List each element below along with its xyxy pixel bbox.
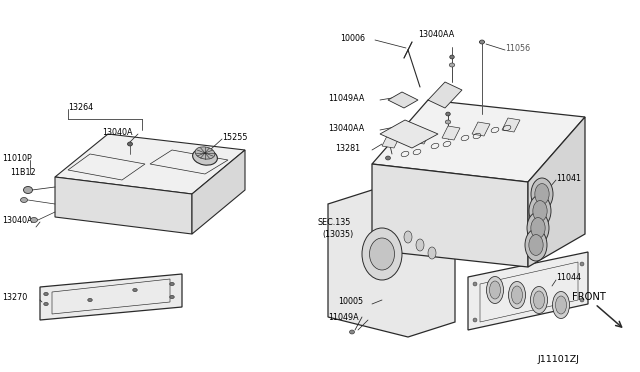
Polygon shape: [382, 134, 400, 148]
Polygon shape: [192, 150, 245, 234]
Text: 11049AA: 11049AA: [328, 93, 364, 103]
Text: SEC.135: SEC.135: [318, 218, 351, 227]
Ellipse shape: [362, 228, 402, 280]
Ellipse shape: [44, 302, 48, 306]
Ellipse shape: [529, 235, 543, 256]
Polygon shape: [55, 177, 192, 234]
Polygon shape: [388, 92, 418, 108]
Text: 13281: 13281: [335, 144, 360, 153]
Polygon shape: [468, 252, 588, 330]
Ellipse shape: [127, 142, 132, 146]
Text: 15255: 15255: [222, 132, 248, 141]
Ellipse shape: [531, 178, 553, 210]
Polygon shape: [502, 118, 520, 132]
Text: 13040AA: 13040AA: [328, 124, 364, 132]
Ellipse shape: [445, 112, 451, 116]
Ellipse shape: [529, 195, 551, 227]
Text: 13264: 13264: [68, 103, 93, 112]
Ellipse shape: [535, 184, 549, 204]
Ellipse shape: [404, 231, 412, 243]
Polygon shape: [442, 126, 460, 140]
Ellipse shape: [195, 147, 215, 159]
Ellipse shape: [445, 120, 451, 124]
Polygon shape: [472, 122, 490, 136]
Text: 10006: 10006: [340, 33, 365, 42]
Ellipse shape: [450, 55, 454, 59]
Text: 13270: 13270: [2, 294, 28, 302]
Ellipse shape: [580, 298, 584, 302]
Ellipse shape: [369, 238, 394, 270]
Ellipse shape: [449, 63, 455, 67]
Text: (13035): (13035): [322, 230, 353, 238]
Ellipse shape: [556, 296, 566, 314]
Polygon shape: [412, 130, 430, 144]
Text: 11B12: 11B12: [10, 167, 36, 176]
Text: FRONT: FRONT: [572, 292, 606, 302]
Text: 11044: 11044: [556, 273, 581, 282]
Polygon shape: [528, 117, 585, 267]
Ellipse shape: [349, 330, 355, 334]
Ellipse shape: [527, 212, 549, 244]
Ellipse shape: [533, 201, 547, 221]
Ellipse shape: [525, 229, 547, 261]
Ellipse shape: [170, 282, 174, 286]
Polygon shape: [380, 120, 438, 148]
Polygon shape: [372, 100, 585, 182]
Ellipse shape: [44, 292, 48, 296]
Ellipse shape: [486, 276, 504, 304]
Polygon shape: [55, 134, 245, 194]
Polygon shape: [40, 274, 182, 320]
Text: 11041: 11041: [556, 173, 581, 183]
Ellipse shape: [509, 282, 525, 308]
Text: 13040A: 13040A: [2, 215, 33, 224]
Ellipse shape: [511, 286, 522, 304]
Polygon shape: [372, 164, 528, 267]
Ellipse shape: [170, 295, 174, 299]
Ellipse shape: [31, 218, 38, 222]
Text: J11101ZJ: J11101ZJ: [538, 356, 580, 365]
Ellipse shape: [473, 318, 477, 322]
Ellipse shape: [385, 156, 390, 160]
Ellipse shape: [473, 282, 477, 286]
Ellipse shape: [580, 262, 584, 266]
Text: 10005: 10005: [338, 298, 363, 307]
Text: 11010P: 11010P: [2, 154, 32, 163]
Ellipse shape: [24, 186, 33, 193]
Ellipse shape: [531, 286, 547, 314]
Ellipse shape: [428, 247, 436, 259]
Text: 11049A: 11049A: [328, 314, 358, 323]
Ellipse shape: [88, 298, 92, 302]
Ellipse shape: [490, 281, 500, 299]
Text: 13040A: 13040A: [102, 128, 132, 137]
Ellipse shape: [534, 291, 545, 309]
Ellipse shape: [479, 40, 484, 44]
Ellipse shape: [132, 288, 137, 292]
Text: 11056: 11056: [505, 44, 530, 52]
Ellipse shape: [20, 198, 28, 202]
Polygon shape: [428, 82, 462, 108]
Polygon shape: [328, 190, 455, 337]
Ellipse shape: [552, 292, 570, 318]
Ellipse shape: [416, 239, 424, 251]
Text: 13040AA: 13040AA: [418, 29, 454, 38]
Ellipse shape: [193, 149, 218, 165]
Ellipse shape: [531, 218, 545, 238]
